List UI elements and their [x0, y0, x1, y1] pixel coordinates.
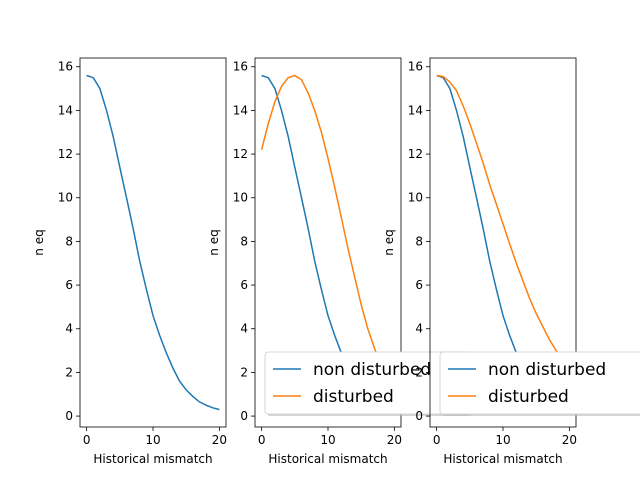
x-tick-label: 20	[212, 433, 227, 447]
y-tick-label: 6	[65, 278, 73, 292]
x-tick-label: 10	[145, 433, 160, 447]
legend-entry: disturbed	[313, 387, 394, 407]
series-line-1	[86, 74, 220, 411]
y-tick-label: 14	[408, 103, 423, 117]
y-tick-label: 16	[408, 60, 423, 74]
y-tick-label: 12	[408, 147, 423, 161]
legend-entry: non disturbed	[488, 360, 606, 380]
y-tick-label: 4	[240, 322, 248, 336]
series-line-2	[260, 74, 396, 391]
x-axis-label: Historical mismatch	[443, 452, 562, 466]
x-tick-label: 0	[433, 433, 441, 447]
legend-box	[439, 351, 640, 415]
x-tick-label: 10	[495, 433, 510, 447]
x-tick-label: 0	[83, 433, 91, 447]
y-axis-label: n eq	[32, 229, 46, 255]
y-tick-label: 4	[415, 322, 423, 336]
y-tick-label: 14	[233, 103, 248, 117]
y-tick-label: 16	[233, 60, 248, 74]
x-tick-label: 20	[562, 433, 577, 447]
y-tick-label: 6	[415, 278, 423, 292]
y-tick-label: 10	[233, 191, 248, 205]
y-axis-label: n eq	[382, 229, 396, 255]
y-tick-label: 0	[65, 409, 73, 423]
x-axis-label: Historical mismatch	[93, 452, 212, 466]
y-tick-label: 2	[65, 365, 73, 379]
x-axis-label: Historical mismatch	[268, 452, 387, 466]
legend-entry: non disturbed	[313, 360, 431, 380]
y-tick-label: 8	[415, 234, 423, 248]
axes-frame	[79, 57, 227, 428]
x-tick-label: 0	[258, 433, 266, 447]
legend-entry: disturbed	[488, 387, 569, 407]
x-tick-label: 20	[387, 433, 402, 447]
y-tick-label: 2	[415, 365, 423, 379]
y-tick-label: 4	[65, 322, 73, 336]
x-tick-label: 10	[320, 433, 335, 447]
series-line-2	[436, 74, 570, 369]
y-tick-label: 0	[415, 409, 423, 423]
y-tick-label: 8	[65, 234, 73, 248]
y-tick-label: 8	[240, 234, 248, 248]
y-tick-label: 2	[240, 365, 248, 379]
legend: non disturbed disturbed	[264, 351, 472, 416]
y-tick-label: 16	[58, 60, 73, 74]
y-axis-label: n eq	[207, 229, 221, 255]
y-tick-label: 12	[233, 147, 248, 161]
y-tick-label: 6	[240, 278, 248, 292]
y-tick-label: 10	[408, 191, 423, 205]
y-tick-label: 12	[58, 147, 73, 161]
subplot-1: 0 10 20 0 2 4 6 8 10 12 14 16 Historical mismatch n e…	[32, 57, 227, 466]
y-tick-label: 14	[58, 103, 73, 117]
y-tick-label: 0	[240, 409, 248, 423]
y-tick-label: 10	[58, 191, 73, 205]
legend: non disturbed disturbed	[439, 351, 640, 416]
